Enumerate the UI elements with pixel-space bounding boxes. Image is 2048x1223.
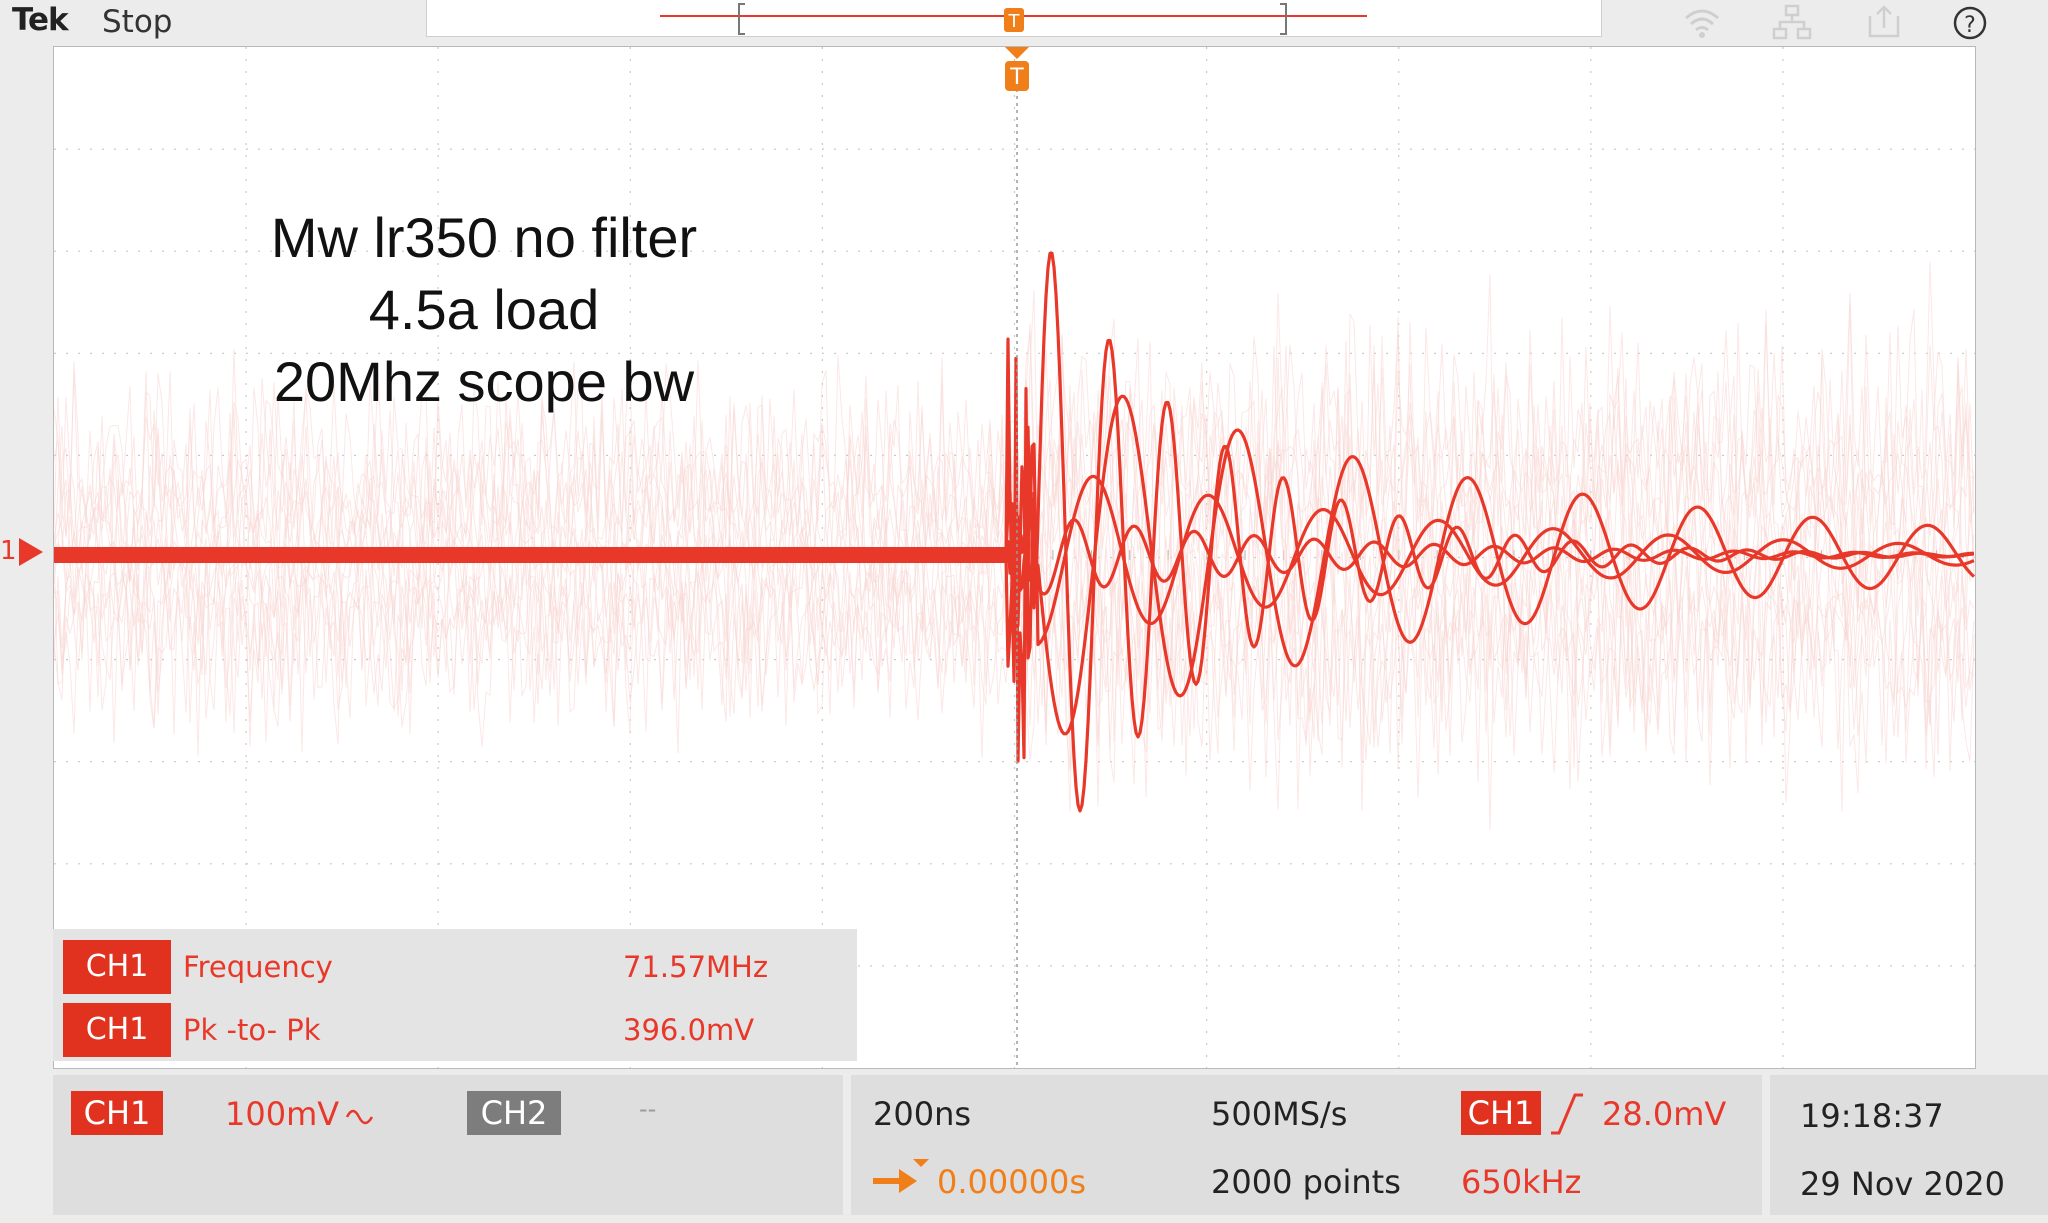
waveform-graticule[interactable]: T Mw lr350 no filter 4.5a load 20Mhz sco… [53, 46, 1976, 1069]
svg-text:T: T [1008, 11, 1021, 32]
ac-coupling-icon [345, 1109, 374, 1125]
network-icon[interactable] [1770, 2, 1814, 42]
brand-logo: Tek [12, 2, 69, 38]
ch1-baseline-band [54, 547, 1017, 563]
acquisition-panel: 200ns 500MS/s 0.00000s 2000 points CH1 2… [851, 1075, 1762, 1215]
measurement-row[interactable]: CH1 Pk -to- Pk 396.0mV [63, 1003, 843, 1057]
trigger-level[interactable]: 28.0mV [1602, 1095, 1727, 1133]
record-length[interactable]: 2000 points [1211, 1163, 1401, 1201]
waveform-plot: T [54, 47, 1975, 1068]
ch2-badge[interactable]: CH2 [467, 1091, 561, 1135]
ch1-offset-marker[interactable]: 1 [0, 536, 43, 566]
trigger-position-marker[interactable]: T [1005, 47, 1029, 91]
record-view-graphic: T [660, 3, 1367, 35]
export-icon[interactable] [1862, 2, 1906, 42]
clock-panel: 19:18:37 29 Nov 2020 [1770, 1075, 2048, 1215]
ch2-scale: -- [639, 1095, 657, 1123]
ch1-marker-label: 1 [0, 536, 17, 566]
measurement-row[interactable]: CH1 Frequency 71.57MHz [63, 940, 843, 994]
measurement-name: Frequency [183, 950, 333, 984]
sample-rate[interactable]: 500MS/s [1211, 1095, 1348, 1133]
measurement-results[interactable]: CH1 Frequency 71.57MHz CH1 Pk -to- Pk 39… [53, 929, 857, 1061]
measurement-value: 71.57MHz [623, 950, 769, 984]
measurement-channel-badge: CH1 [63, 1003, 171, 1057]
user-annotation[interactable]: Mw lr350 no filter 4.5a load 20Mhz scope… [224, 202, 744, 418]
annotation-line-2: 4.5a load [368, 278, 600, 341]
measurement-channel-badge: CH1 [63, 940, 171, 994]
clock-time: 19:18:37 [1800, 1097, 1944, 1135]
help-icon[interactable]: ? [1948, 2, 1992, 42]
annotation-line-1: Mw lr350 no filter [270, 206, 698, 269]
clock-date: 29 Nov 2020 [1800, 1165, 2005, 1203]
horizontal-scale[interactable]: 200ns [873, 1095, 972, 1133]
record-view[interactable]: T [426, 0, 1602, 37]
measurement-name: Pk -to- Pk [183, 1013, 321, 1047]
horizontal-position-icon [873, 1159, 929, 1193]
horizontal-position[interactable]: 0.00000s [937, 1163, 1086, 1201]
trigger-frequency: 650kHz [1461, 1163, 1582, 1201]
channel-panel: CH1 100mV CH2 -- [53, 1075, 843, 1215]
annotation-line-3: 20Mhz scope bw [273, 350, 695, 413]
ch1-badge[interactable]: CH1 [71, 1091, 163, 1135]
wifi-icon[interactable] [1680, 2, 1724, 42]
trigger-source-badge[interactable]: CH1 [1461, 1091, 1541, 1135]
ch1-scale[interactable]: 100mV [225, 1095, 340, 1133]
ch1-traces [54, 251, 1975, 813]
svg-text:T: T [1009, 65, 1024, 90]
marker-arrow-icon [18, 537, 43, 566]
top-bar: Tek Stop T ? [0, 0, 2048, 44]
run-state-label[interactable]: Stop [102, 4, 173, 40]
svg-text:?: ? [1964, 13, 1976, 38]
record-trigger-icon: T [1004, 8, 1024, 32]
rising-edge-icon [1551, 1093, 1583, 1135]
measurement-value: 396.0mV [623, 1013, 755, 1047]
